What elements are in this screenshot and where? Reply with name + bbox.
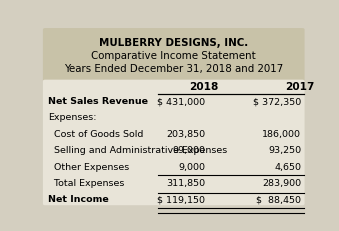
Text: $  88,450: $ 88,450 [256,195,301,204]
Text: $ 119,150: $ 119,150 [157,195,205,204]
Text: 93,250: 93,250 [268,146,301,155]
Text: 9,000: 9,000 [178,163,205,172]
Text: 99,000: 99,000 [172,146,205,155]
Text: Expenses:: Expenses: [47,113,96,122]
Text: $ 372,350: $ 372,350 [253,97,301,106]
Text: 203,850: 203,850 [166,130,205,139]
Text: 283,900: 283,900 [262,179,301,188]
Text: Years Ended December 31, 2018 and 2017: Years Ended December 31, 2018 and 2017 [64,64,283,74]
Text: MULBERRY DESIGNS, INC.: MULBERRY DESIGNS, INC. [99,37,248,48]
Text: 311,850: 311,850 [166,179,205,188]
Text: 186,000: 186,000 [262,130,301,139]
Text: Net Sales Revenue: Net Sales Revenue [47,97,147,106]
Text: Comparative Income Statement: Comparative Income Statement [92,51,256,61]
Text: 2018: 2018 [189,82,219,92]
Text: Cost of Goods Sold: Cost of Goods Sold [47,130,143,139]
FancyBboxPatch shape [43,28,304,82]
FancyBboxPatch shape [43,80,304,205]
Text: 4,650: 4,650 [274,163,301,172]
Text: Selling and Administrative Expenses: Selling and Administrative Expenses [47,146,227,155]
Text: Total Expenses: Total Expenses [47,179,124,188]
Text: Net Income: Net Income [47,195,108,204]
Text: Other Expenses: Other Expenses [47,163,129,172]
Text: 2017: 2017 [285,82,315,92]
Text: $ 431,000: $ 431,000 [157,97,205,106]
